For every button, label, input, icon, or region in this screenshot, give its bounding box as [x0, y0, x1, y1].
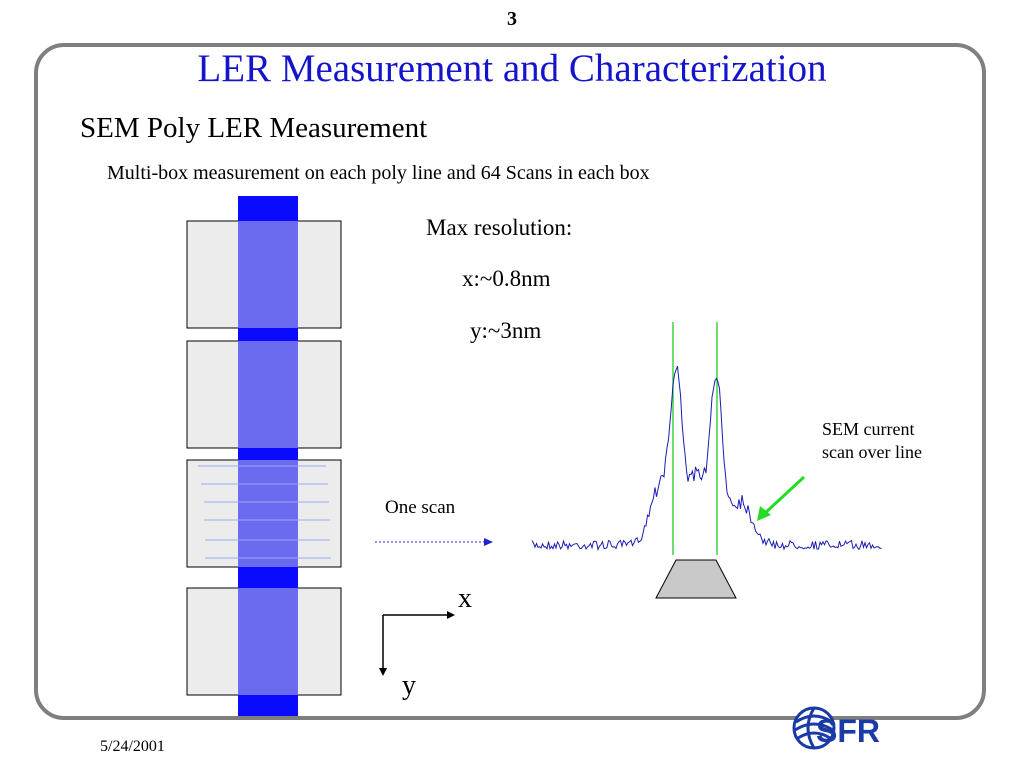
axis-x-label: x [458, 583, 472, 614]
poly-line [238, 196, 298, 716]
poly-line-in-box-2 [238, 341, 298, 448]
logo-text: SFR [816, 713, 880, 749]
page-number: 3 [507, 8, 517, 30]
pointer-arrow [757, 475, 806, 521]
slide-subtitle: SEM Poly LER Measurement [80, 112, 428, 144]
poly-line-in-box-4 [238, 588, 298, 695]
axis-arrows [379, 611, 455, 676]
sem-label-line-2: scan over line [822, 442, 922, 462]
poly-line-in-box-3 [238, 460, 298, 567]
one-scan-arrow [375, 538, 493, 546]
edge-markers [672, 322, 718, 555]
globe-logo-icon [792, 706, 836, 750]
line-cross-section [655, 559, 737, 599]
description-text: Multi-box measurement on each poly line … [107, 162, 650, 184]
resolution-x: x:~0.8nm [462, 266, 551, 291]
sem-label-line-1: SEM current [822, 419, 915, 439]
axis-y-label: y [402, 670, 416, 701]
slide-title: LER Measurement and Characterization [197, 47, 827, 90]
scan-lines [198, 465, 331, 559]
resolution-y: y:~3nm [470, 318, 542, 343]
sfr-logo: SFR [792, 706, 880, 750]
footer-date: 5/24/2001 [100, 738, 165, 755]
one-scan-label: One scan [385, 497, 456, 518]
slide-frame [34, 43, 986, 720]
sem-signal-trace [531, 366, 882, 552]
poly-line-in-box-1 [238, 221, 298, 328]
resolution-heading: Max resolution: [426, 215, 573, 240]
sem-current-label: SEM current scan over line [822, 418, 922, 464]
